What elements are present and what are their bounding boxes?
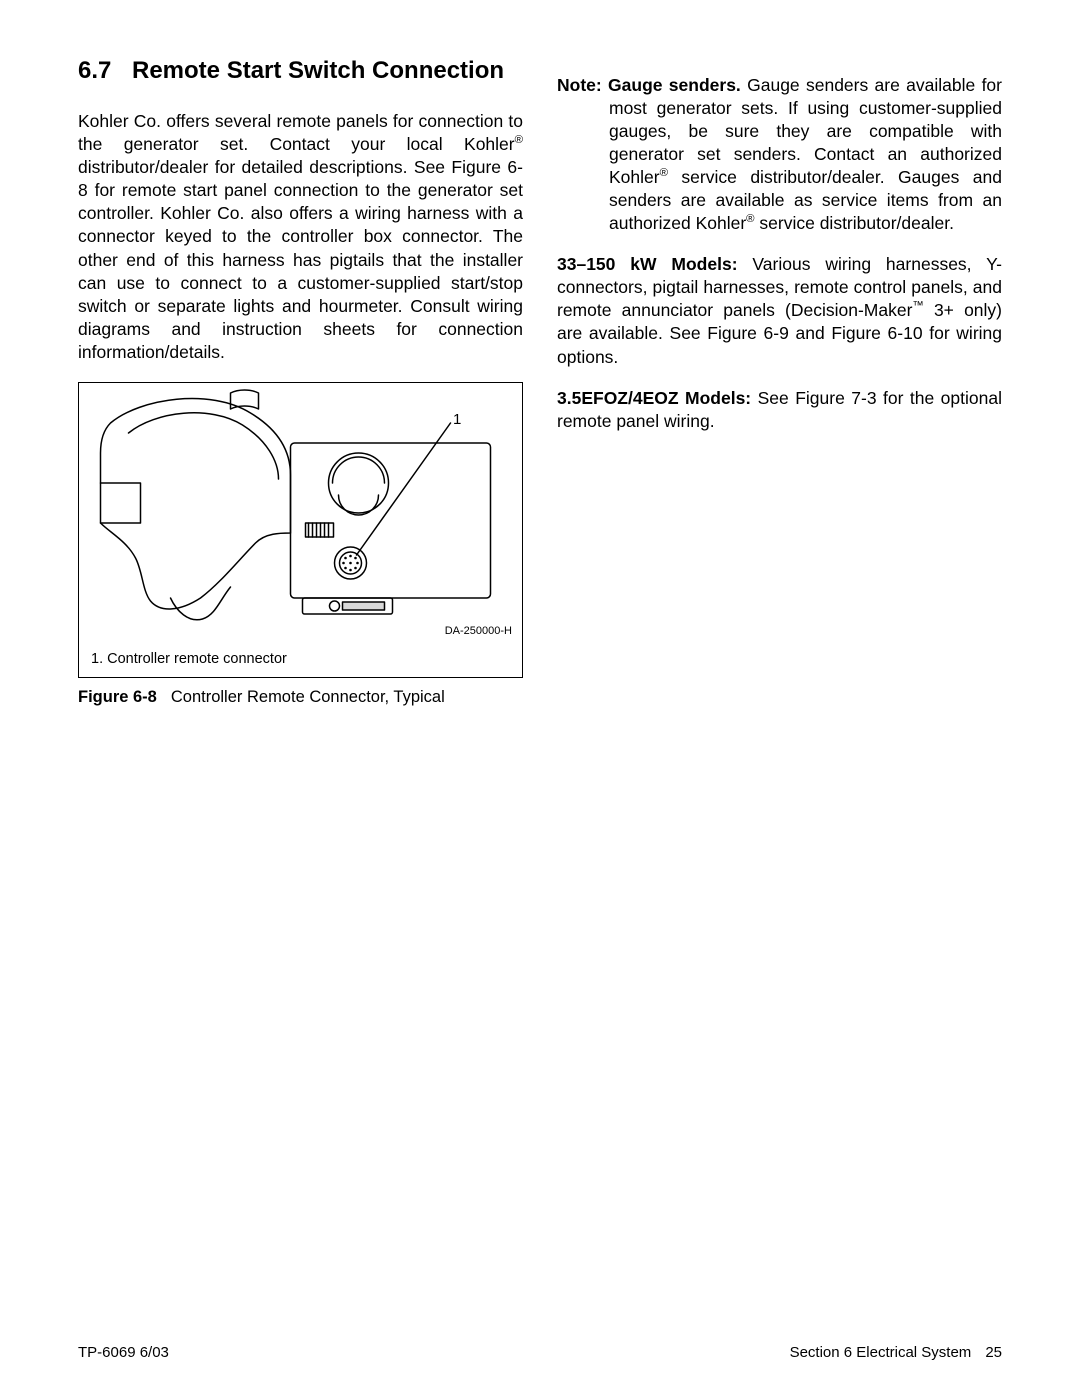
footer-section: Section 6 Electrical System (790, 1344, 972, 1361)
figure-caption-label: Figure 6-8 (78, 688, 157, 706)
figure-legend: 1. Controller remote connector (79, 643, 522, 677)
footer-left: TP-6069 6/03 (78, 1344, 169, 1361)
page-footer: TP-6069 6/03 Section 6 Electrical System… (78, 1344, 1002, 1361)
footer-page-number: 25 (985, 1344, 1002, 1361)
models-efoz-paragraph: 3.5EFOZ/4EOZ Models: See Figure 7-3 for … (557, 387, 1002, 433)
models-b-lead: 3.5EFOZ/4EOZ Models: (557, 388, 751, 408)
intro-paragraph: Kohler Co. offers several remote panels … (78, 110, 523, 364)
two-column-layout: 6.7 Remote Start Switch Connection Kohle… (78, 56, 1002, 707)
figure-caption-text: Controller Remote Connector, Typical (171, 688, 445, 706)
figure-callout-1: 1 (453, 411, 461, 428)
note-paragraph: Note: Gauge senders. Gauge senders are a… (557, 74, 1002, 236)
right-column: Note: Gauge senders. Gauge senders are a… (557, 56, 1002, 707)
note-body: Gauge senders are available for most gen… (609, 75, 1002, 234)
section-number: 6.7 (78, 56, 132, 86)
figure-code: DA-250000-H (445, 625, 512, 637)
left-column: 6.7 Remote Start Switch Connection Kohle… (78, 56, 523, 707)
section-title: Remote Start Switch Connection (132, 56, 523, 86)
figure-caption: Figure 6-8 Controller Remote Connector, T… (78, 688, 523, 707)
section-heading: 6.7 Remote Start Switch Connection (78, 56, 523, 86)
note-lead: Note: Gauge senders. (557, 75, 741, 95)
figure-box: 1 DA-250000-H 1. Controller remote conne… (78, 382, 523, 678)
footer-right: Section 6 Electrical System 25 (790, 1344, 1002, 1361)
page: 6.7 Remote Start Switch Connection Kohle… (0, 0, 1080, 1397)
models-a-lead: 33–150 kW Models: (557, 254, 738, 274)
figure-diagram: 1 DA-250000-H (79, 383, 522, 643)
models-33-150-paragraph: 33–150 kW Models: Various wiring harness… (557, 253, 1002, 368)
